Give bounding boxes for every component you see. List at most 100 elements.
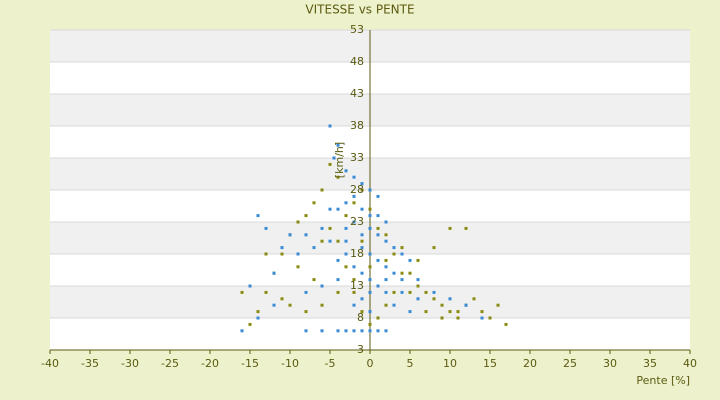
x-tick-label: 10 [443, 357, 457, 370]
point [368, 252, 372, 256]
point [352, 278, 356, 282]
x-tick-label: 30 [603, 357, 617, 370]
point [392, 246, 396, 250]
point [344, 201, 348, 205]
x-tick-label: -5 [325, 357, 336, 370]
point [488, 316, 492, 320]
point [344, 214, 348, 218]
point [400, 246, 404, 250]
point [376, 233, 380, 237]
x-tick-label: -40 [41, 357, 59, 370]
point [328, 162, 332, 166]
x-tick-label: 35 [643, 357, 657, 370]
point [416, 258, 420, 262]
point [312, 278, 316, 282]
point [304, 214, 308, 218]
point [360, 297, 364, 301]
x-tick-label: 20 [523, 357, 537, 370]
point [360, 233, 364, 237]
point [384, 239, 388, 243]
point [360, 329, 364, 333]
point [384, 265, 388, 269]
plot-area [49, 29, 691, 354]
point [320, 284, 324, 288]
point [456, 310, 460, 314]
point [328, 207, 332, 211]
point [336, 290, 340, 294]
point [400, 252, 404, 256]
y-tick-label: 28 [350, 183, 364, 196]
point [344, 252, 348, 256]
point [328, 124, 332, 128]
point [448, 226, 452, 230]
point [408, 310, 412, 314]
point [360, 188, 364, 192]
point [472, 297, 476, 301]
point [440, 316, 444, 320]
x-tick-label: -10 [281, 357, 299, 370]
point [376, 226, 380, 230]
point [280, 252, 284, 256]
point [384, 290, 388, 294]
point [344, 226, 348, 230]
point [464, 303, 468, 307]
point [352, 194, 356, 198]
point [368, 226, 372, 230]
point [320, 303, 324, 307]
point [280, 297, 284, 301]
point [464, 226, 468, 230]
point [368, 265, 372, 269]
x-tick-label: -20 [201, 357, 219, 370]
point [368, 310, 372, 314]
point [424, 290, 428, 294]
x-axis-label: Pente [%] [636, 374, 690, 387]
point [360, 310, 364, 314]
y-tick-label: 48 [350, 55, 364, 68]
y-tick-label: 8 [357, 311, 364, 324]
y-tick-label: 18 [350, 247, 364, 260]
point [256, 316, 260, 320]
point [328, 226, 332, 230]
y-tick-label: 38 [350, 119, 364, 132]
point [336, 207, 340, 211]
point [416, 278, 420, 282]
point [240, 290, 244, 294]
point [352, 265, 356, 269]
point [332, 156, 336, 160]
point [368, 278, 372, 282]
point [360, 207, 364, 211]
point [480, 316, 484, 320]
point [272, 271, 276, 275]
point [320, 188, 324, 192]
point [368, 214, 372, 218]
point [256, 214, 260, 218]
point [320, 239, 324, 243]
point [400, 290, 404, 294]
point [352, 175, 356, 179]
point [312, 246, 316, 250]
point [312, 201, 316, 205]
point [496, 303, 500, 307]
y-axis-label: [km/h] [333, 142, 346, 178]
point [432, 246, 436, 250]
point [336, 175, 340, 179]
point [336, 239, 340, 243]
point [376, 194, 380, 198]
point [240, 329, 244, 333]
point [432, 297, 436, 301]
point [408, 258, 412, 262]
point [368, 322, 372, 326]
y-tick-label: 23 [350, 215, 364, 228]
point [456, 316, 460, 320]
point [384, 258, 388, 262]
point [248, 322, 252, 326]
point [352, 290, 356, 294]
point [384, 220, 388, 224]
x-tick-label: 5 [407, 357, 414, 370]
point [272, 303, 276, 307]
point [384, 278, 388, 282]
y-tick-label: 43 [350, 87, 364, 100]
point [392, 271, 396, 275]
point [352, 329, 356, 333]
point [248, 284, 252, 288]
